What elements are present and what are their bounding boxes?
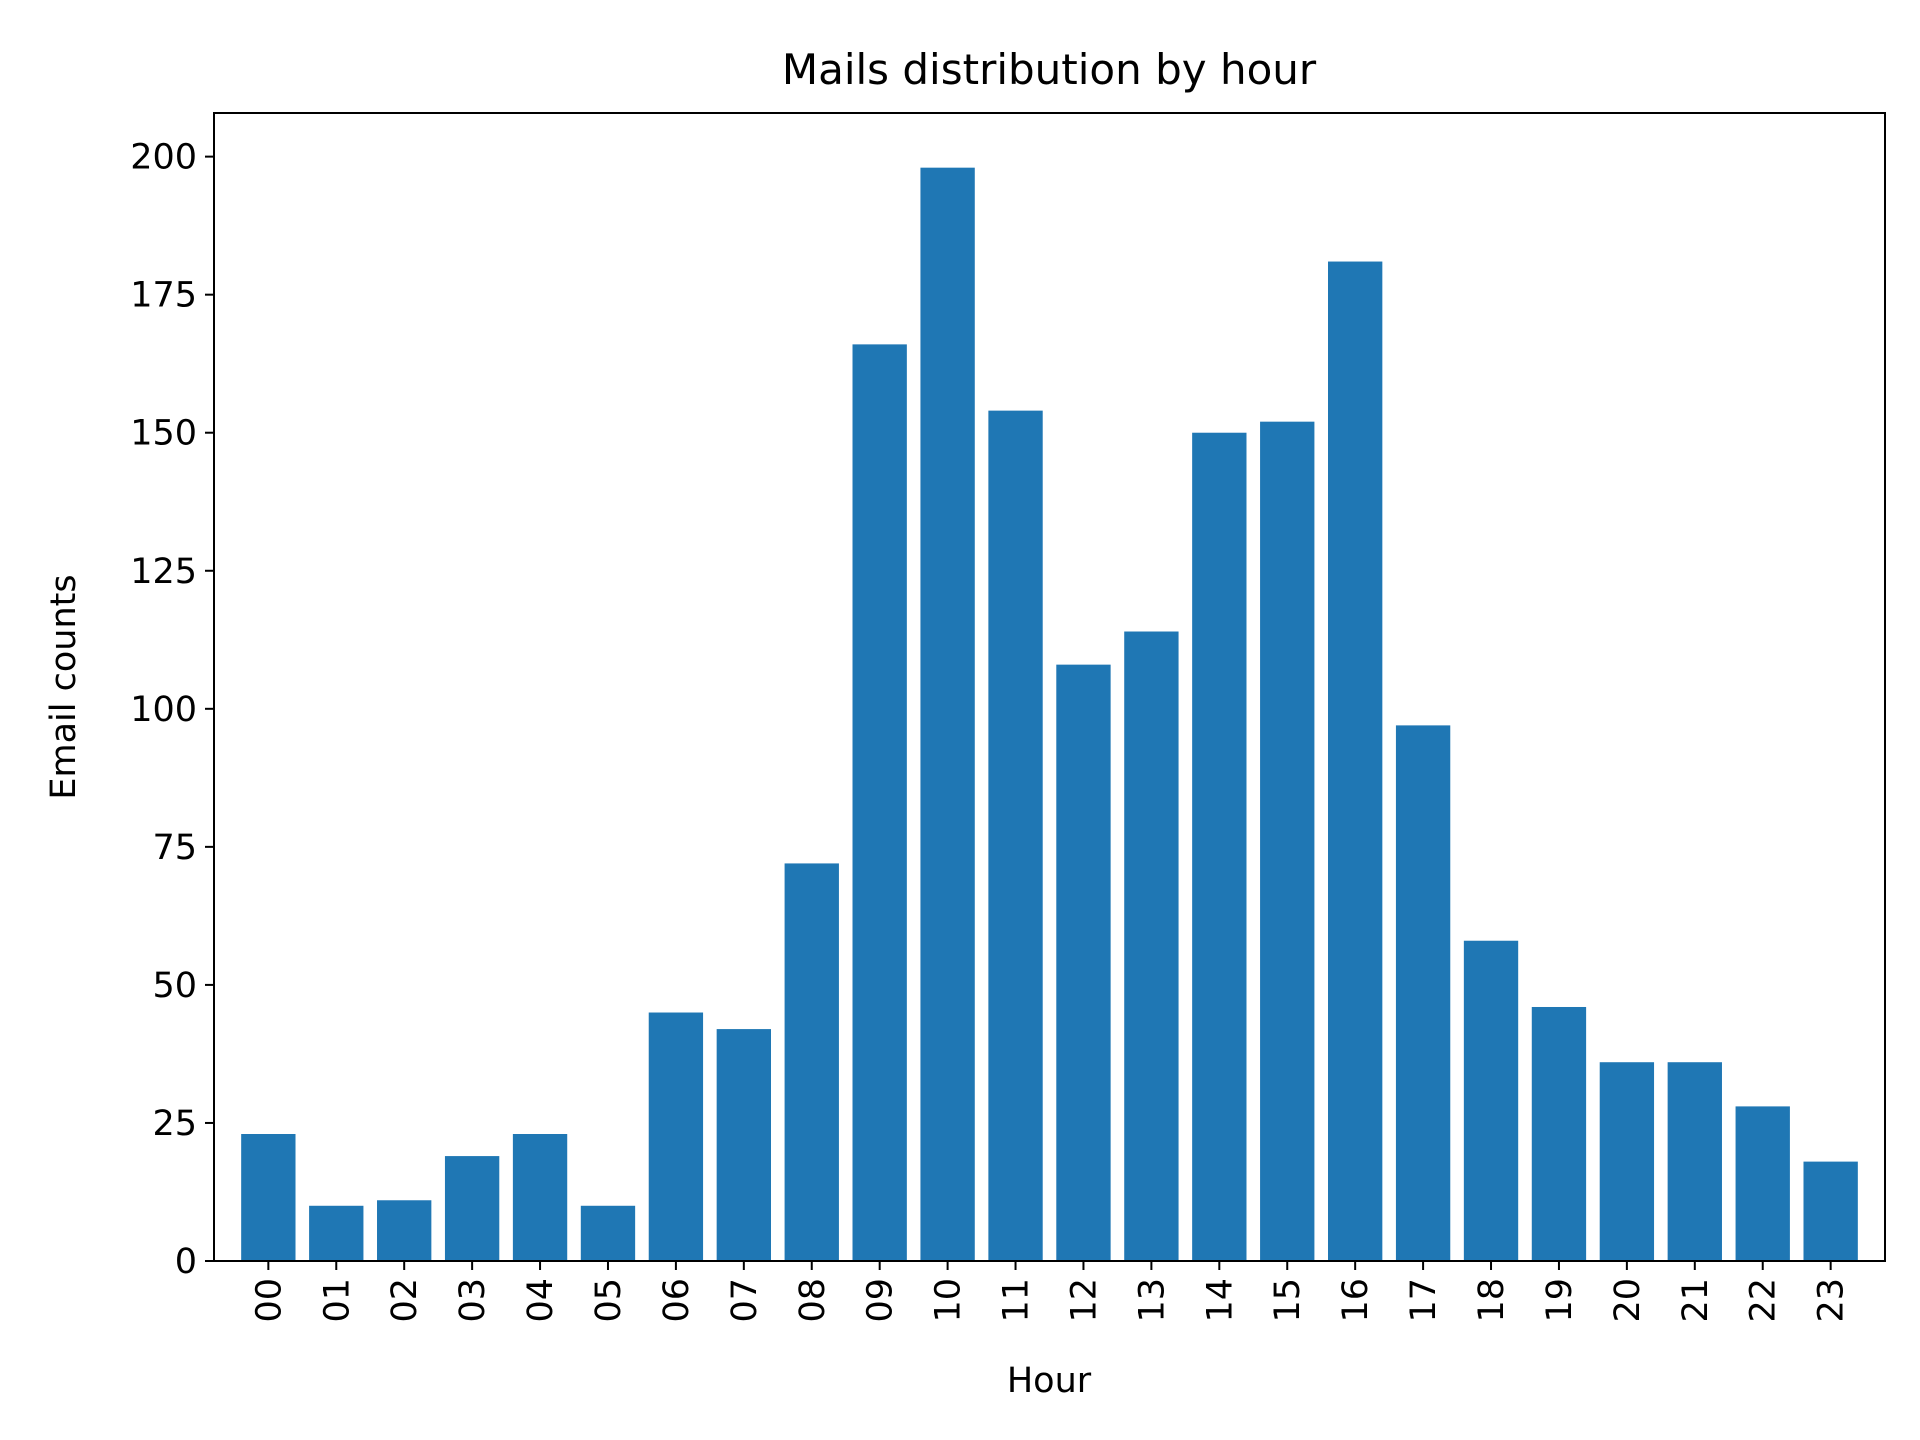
- x-tick-label: 23: [1812, 1278, 1852, 1323]
- x-tick-label: 00: [249, 1278, 289, 1323]
- x-tick-label: 20: [1608, 1278, 1648, 1323]
- bar-10: [920, 167, 975, 1261]
- y-tick-label: 50: [152, 966, 197, 1006]
- x-tick-label: 06: [657, 1278, 697, 1323]
- x-tick-label: 22: [1744, 1278, 1784, 1323]
- x-tick-label: 21: [1676, 1278, 1716, 1323]
- x-tick-label: 04: [521, 1278, 561, 1323]
- bar-20: [1599, 1062, 1655, 1261]
- bar-19: [1531, 1006, 1587, 1261]
- x-tick-label: 15: [1268, 1278, 1308, 1323]
- y-tick-label: 175: [130, 276, 197, 316]
- x-tick-label: 11: [997, 1278, 1037, 1323]
- bar-23: [1803, 1161, 1858, 1261]
- y-tick-label: 100: [130, 690, 197, 730]
- y-tick-label: 25: [152, 1104, 197, 1144]
- x-tick-label: 05: [589, 1278, 629, 1323]
- plot-frame: [213, 112, 1886, 1262]
- bar-14: [1192, 432, 1247, 1262]
- bar-09: [852, 344, 907, 1261]
- y-tick-label: 0: [175, 1242, 197, 1282]
- bar-08: [784, 863, 839, 1261]
- bar-16: [1328, 261, 1383, 1261]
- x-tick-label: 10: [929, 1278, 969, 1323]
- chart-title: Mails distribution by hour: [782, 45, 1317, 94]
- bar-00: [241, 1134, 296, 1261]
- x-tick-label: 13: [1132, 1278, 1172, 1323]
- bar-04: [512, 1134, 568, 1261]
- bar-12: [1056, 664, 1111, 1261]
- x-axis-label: Hour: [1007, 1361, 1092, 1401]
- x-tick-label: 03: [453, 1278, 493, 1323]
- x-tick-label: 07: [725, 1278, 765, 1323]
- y-axis-label: Email counts: [44, 574, 84, 799]
- y-tick-label: 150: [130, 414, 197, 454]
- bar-05: [580, 1205, 636, 1261]
- bar-21: [1667, 1062, 1722, 1261]
- y-axis: 0 25 50 75 100 125 150 175 200: [130, 138, 214, 1282]
- bars-group: [241, 167, 1858, 1262]
- bar-22: [1735, 1106, 1790, 1261]
- y-tick-label: 75: [152, 828, 197, 868]
- x-tick-label: 16: [1336, 1278, 1376, 1323]
- x-tick-label: 12: [1064, 1278, 1104, 1323]
- bar-03: [444, 1156, 500, 1261]
- x-tick-label: 17: [1404, 1278, 1444, 1323]
- y-tick-label: 125: [130, 552, 197, 592]
- x-tick-label: 08: [793, 1278, 833, 1323]
- bar-01: [309, 1205, 364, 1261]
- x-tick-label: 09: [861, 1278, 901, 1323]
- x-tick-label: 01: [317, 1278, 357, 1323]
- x-tick-label: 19: [1540, 1278, 1580, 1323]
- bar-11: [988, 410, 1043, 1261]
- bar-07: [716, 1029, 771, 1261]
- x-tick-label: 14: [1200, 1278, 1240, 1323]
- bar-15: [1260, 421, 1315, 1261]
- bar-18: [1463, 940, 1519, 1261]
- bar-06: [648, 1012, 704, 1261]
- x-tick-label: 18: [1472, 1278, 1512, 1323]
- bar-02: [377, 1200, 432, 1261]
- bar-17: [1395, 725, 1451, 1261]
- bar-13: [1124, 631, 1179, 1261]
- y-tick-label: 200: [130, 138, 197, 178]
- x-axis: 00 01 02 03 04 05 06 07 08 09 10 11 12 13 14 15 16 17 18 19…: [249, 1261, 1852, 1323]
- x-tick-label: 02: [385, 1278, 425, 1323]
